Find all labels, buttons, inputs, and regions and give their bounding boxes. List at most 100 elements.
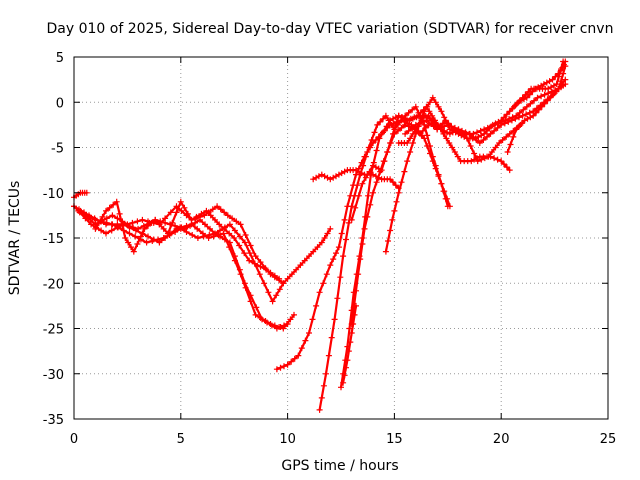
data-point [194, 225, 201, 232]
data-point [494, 124, 501, 131]
data-point [246, 250, 253, 257]
data-point [318, 394, 325, 401]
data-point [481, 155, 488, 162]
data-point [273, 366, 280, 373]
data-point [541, 91, 548, 98]
data-point [257, 259, 264, 266]
data-point [444, 203, 451, 210]
data-point [194, 235, 201, 241]
data-point [212, 216, 218, 223]
data-point [492, 144, 499, 151]
series-layer [71, 58, 569, 413]
series-sat-14 [402, 76, 569, 146]
data-point [314, 244, 321, 251]
data-point [398, 179, 405, 186]
data-point [323, 271, 330, 278]
data-point [236, 242, 243, 249]
data-point [451, 124, 458, 131]
data-point [261, 280, 268, 287]
data-point [309, 316, 316, 323]
data-point [343, 236, 349, 243]
data-point [466, 130, 473, 137]
data-point [395, 112, 402, 119]
series-sat-18 [340, 302, 359, 386]
data-point [438, 180, 445, 187]
data-point [395, 189, 402, 196]
data-point [340, 253, 347, 260]
data-point [177, 198, 184, 205]
data-point [469, 133, 476, 140]
data-point [165, 230, 171, 237]
data-point [485, 153, 492, 160]
data-point [291, 311, 297, 318]
data-point [273, 292, 280, 299]
data-point [409, 130, 416, 137]
data-point [114, 215, 121, 222]
data-point [424, 143, 431, 149]
data-point [313, 302, 320, 309]
data-point [459, 127, 465, 134]
data-point [256, 271, 263, 278]
data-point [427, 120, 433, 127]
data-point [405, 127, 412, 134]
data-point [355, 192, 362, 199]
data-point [474, 129, 480, 136]
data-point [237, 221, 244, 228]
data-point [432, 165, 439, 172]
data-point [247, 242, 254, 249]
data-point [103, 230, 109, 237]
x-tick-label: 25 [600, 432, 617, 447]
series-sat-4 [77, 203, 283, 282]
data-point [177, 225, 184, 232]
data-point [444, 121, 451, 128]
data-point [220, 230, 227, 237]
data-point [109, 221, 116, 228]
data-point [251, 260, 258, 267]
data-point [499, 137, 506, 143]
data-point [122, 235, 129, 241]
series-line [506, 64, 567, 154]
data-point [331, 316, 338, 323]
data-point [538, 103, 545, 110]
data-point [387, 176, 394, 183]
data-point [169, 219, 176, 226]
data-point [501, 114, 507, 121]
data-point [448, 123, 455, 130]
data-point [406, 117, 413, 124]
data-point [498, 158, 505, 165]
data-point [385, 238, 391, 244]
data-point [132, 233, 139, 240]
data-point [531, 97, 537, 104]
data-point [430, 123, 437, 130]
data-point [487, 130, 494, 137]
data-point [435, 173, 442, 180]
data-point [348, 330, 355, 336]
data-point [481, 130, 488, 137]
data-point [437, 124, 444, 131]
series-line [79, 205, 281, 280]
data-point [141, 225, 148, 232]
data-point [389, 216, 396, 223]
data-point [390, 179, 396, 186]
data-point [341, 216, 348, 223]
data-point [116, 210, 123, 217]
data-point [271, 274, 278, 281]
data-point [409, 106, 416, 113]
data-point [149, 238, 156, 244]
data-point [348, 216, 355, 223]
data-point [155, 236, 161, 243]
data-point [252, 253, 259, 260]
y-tick-label: -35 [43, 413, 64, 428]
data-point [262, 265, 269, 272]
data-point [393, 198, 400, 205]
data-point [512, 115, 519, 122]
data-point [277, 364, 284, 371]
series-line [77, 209, 285, 303]
data-point [486, 124, 493, 131]
data-point [297, 262, 304, 269]
data-point [341, 372, 348, 379]
data-point [214, 203, 221, 210]
data-point [478, 156, 485, 163]
data-point [360, 162, 367, 169]
data-point [306, 253, 312, 260]
